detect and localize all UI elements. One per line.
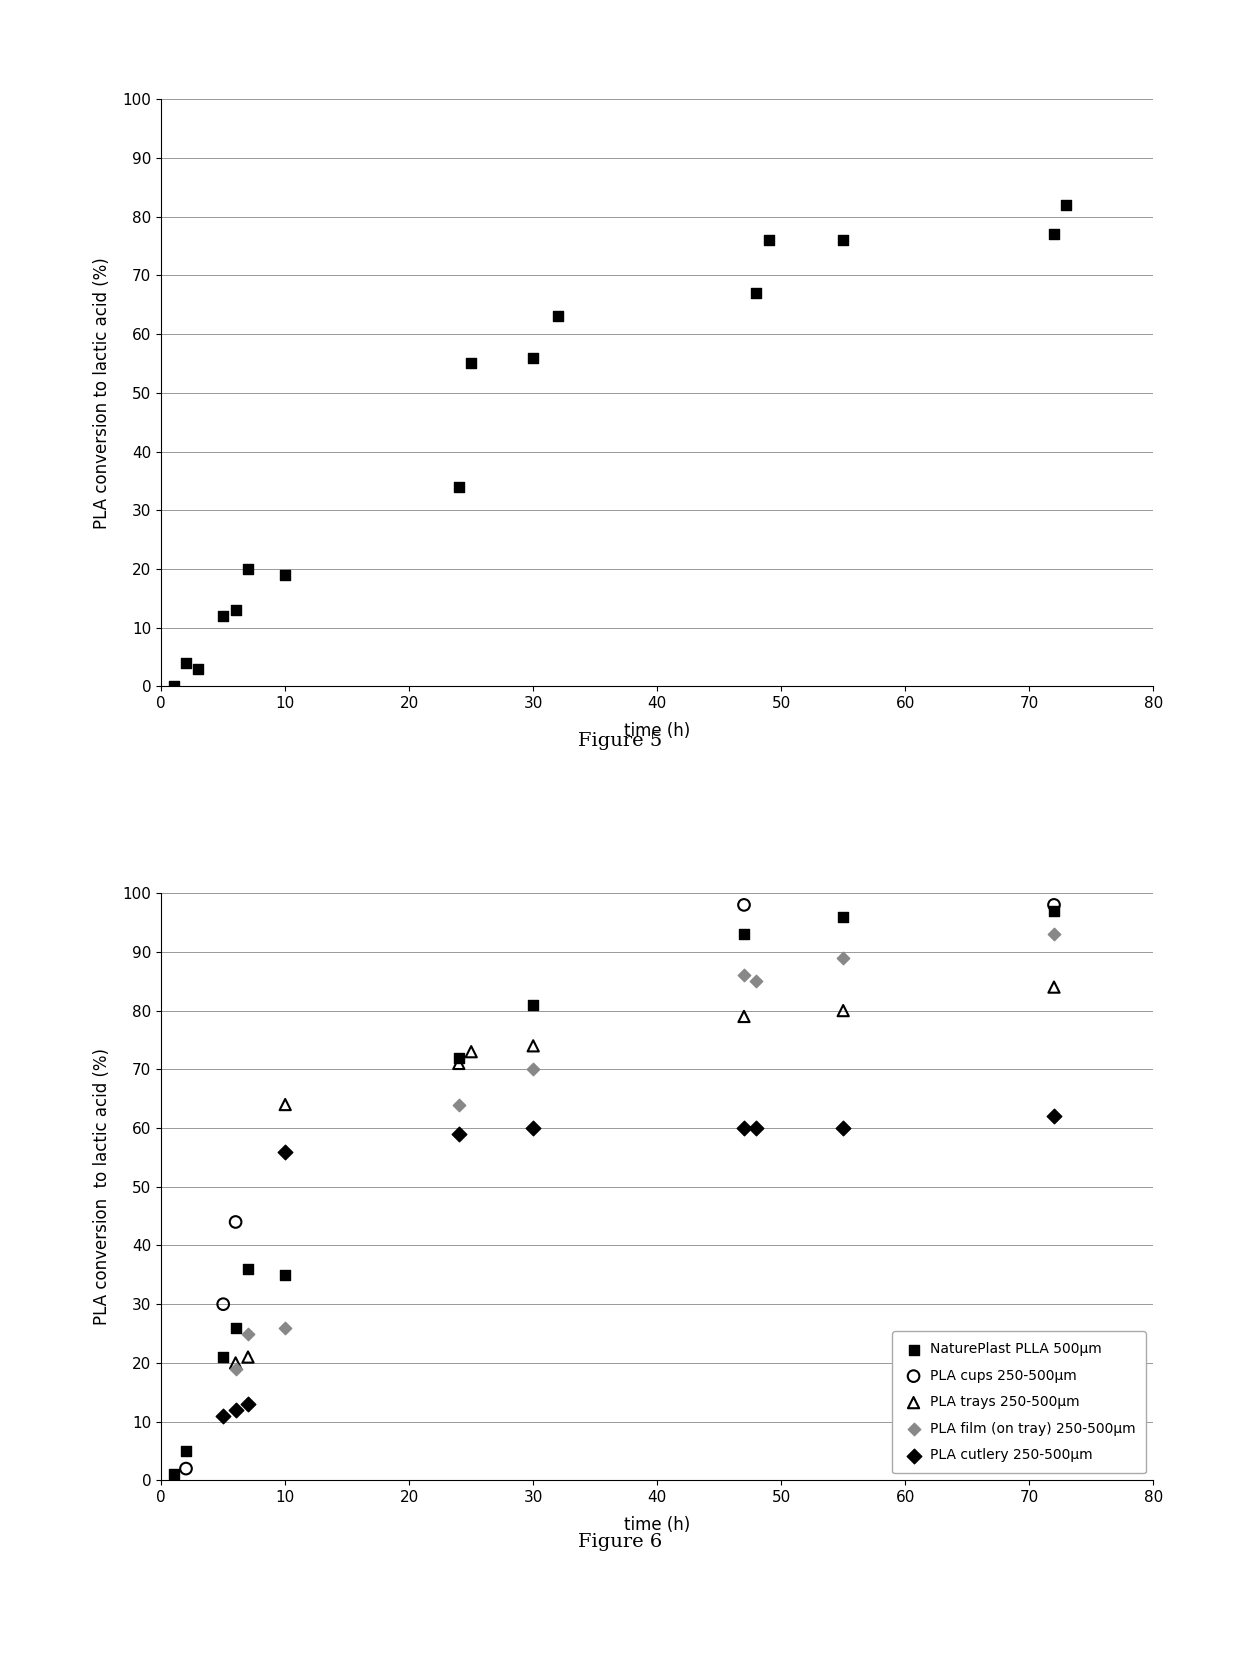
PLA cups 250-500μm bbox=[734, 892, 754, 918]
Point bbox=[523, 344, 543, 370]
PLA film (on tray) 250-500μm bbox=[275, 1315, 295, 1341]
NaturePlast PLLA 500μm bbox=[523, 991, 543, 1017]
Point bbox=[176, 650, 196, 676]
PLA cutlery 250-500μm bbox=[226, 1396, 246, 1422]
PLA cups 250-500μm bbox=[226, 1209, 246, 1236]
Point bbox=[548, 303, 568, 329]
PLA cutlery 250-500μm bbox=[1044, 1103, 1064, 1130]
Point bbox=[833, 227, 853, 253]
PLA cups 250-500μm bbox=[213, 1290, 233, 1317]
NaturePlast PLLA 500μm bbox=[213, 1343, 233, 1370]
Point bbox=[1056, 192, 1076, 218]
PLA trays 250-500μm bbox=[523, 1032, 543, 1059]
Point bbox=[275, 562, 295, 589]
Point bbox=[746, 280, 766, 306]
NaturePlast PLLA 500μm bbox=[275, 1262, 295, 1288]
PLA cutlery 250-500μm bbox=[734, 1115, 754, 1141]
PLA cups 250-500μm bbox=[1044, 892, 1064, 918]
PLA cutlery 250-500μm bbox=[213, 1403, 233, 1429]
Point bbox=[188, 655, 208, 681]
PLA trays 250-500μm bbox=[833, 997, 853, 1024]
PLA trays 250-500μm bbox=[238, 1343, 258, 1370]
Point bbox=[238, 556, 258, 582]
NaturePlast PLLA 500μm bbox=[449, 1044, 469, 1070]
PLA cutlery 250-500μm bbox=[523, 1115, 543, 1141]
PLA film (on tray) 250-500μm bbox=[449, 1092, 469, 1118]
Y-axis label: PLA conversion  to lactic acid (%): PLA conversion to lactic acid (%) bbox=[93, 1049, 112, 1325]
PLA cutlery 250-500μm bbox=[449, 1121, 469, 1148]
NaturePlast PLLA 500μm bbox=[226, 1315, 246, 1341]
PLA film (on tray) 250-500μm bbox=[734, 963, 754, 989]
Point bbox=[164, 673, 184, 700]
PLA cutlery 250-500μm bbox=[833, 1115, 853, 1141]
Text: Figure 6: Figure 6 bbox=[578, 1533, 662, 1550]
Point bbox=[226, 597, 246, 624]
PLA cutlery 250-500μm bbox=[275, 1138, 295, 1164]
PLA trays 250-500μm bbox=[226, 1350, 246, 1376]
Point bbox=[1044, 222, 1064, 248]
PLA cutlery 250-500μm bbox=[238, 1391, 258, 1417]
PLA cups 250-500μm bbox=[176, 1456, 196, 1482]
PLA film (on tray) 250-500μm bbox=[213, 1403, 233, 1429]
PLA film (on tray) 250-500μm bbox=[238, 1320, 258, 1346]
X-axis label: time (h): time (h) bbox=[624, 1517, 691, 1535]
NaturePlast PLLA 500μm bbox=[176, 1437, 196, 1464]
PLA trays 250-500μm bbox=[1044, 974, 1064, 1001]
PLA trays 250-500μm bbox=[461, 1039, 481, 1065]
PLA film (on tray) 250-500μm bbox=[523, 1057, 543, 1083]
Point bbox=[213, 602, 233, 629]
PLA film (on tray) 250-500μm bbox=[226, 1356, 246, 1383]
NaturePlast PLLA 500μm bbox=[734, 921, 754, 948]
PLA film (on tray) 250-500μm bbox=[833, 944, 853, 971]
Point bbox=[461, 351, 481, 377]
NaturePlast PLLA 500μm bbox=[238, 1255, 258, 1282]
Point bbox=[759, 227, 779, 253]
PLA film (on tray) 250-500μm bbox=[746, 968, 766, 994]
PLA film (on tray) 250-500μm bbox=[1044, 921, 1064, 948]
NaturePlast PLLA 500μm bbox=[833, 903, 853, 930]
PLA trays 250-500μm bbox=[449, 1050, 469, 1077]
Text: Figure 5: Figure 5 bbox=[578, 733, 662, 749]
X-axis label: time (h): time (h) bbox=[624, 723, 691, 741]
PLA trays 250-500μm bbox=[734, 1004, 754, 1030]
Y-axis label: PLA conversion to lactic acid (%): PLA conversion to lactic acid (%) bbox=[93, 256, 112, 529]
NaturePlast PLLA 500μm bbox=[164, 1460, 184, 1487]
PLA trays 250-500μm bbox=[275, 1092, 295, 1118]
Legend: NaturePlast PLLA 500μm, PLA cups 250-500μm, PLA trays 250-500μm, PLA film (on tr: NaturePlast PLLA 500μm, PLA cups 250-500… bbox=[892, 1331, 1146, 1474]
Point bbox=[449, 473, 469, 500]
PLA cutlery 250-500μm bbox=[746, 1115, 766, 1141]
NaturePlast PLLA 500μm bbox=[1044, 898, 1064, 925]
